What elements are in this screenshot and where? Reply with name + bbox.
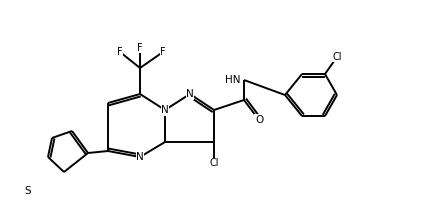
Text: F: F xyxy=(160,47,166,57)
Text: F: F xyxy=(117,47,123,57)
Text: Cl: Cl xyxy=(332,52,342,62)
Text: F: F xyxy=(137,43,143,53)
Text: HN: HN xyxy=(225,75,240,85)
Text: N: N xyxy=(186,89,194,99)
Text: N: N xyxy=(136,152,144,162)
Text: Cl: Cl xyxy=(209,158,219,168)
Text: S: S xyxy=(25,186,31,196)
Text: O: O xyxy=(255,115,263,125)
Text: N: N xyxy=(161,105,169,115)
